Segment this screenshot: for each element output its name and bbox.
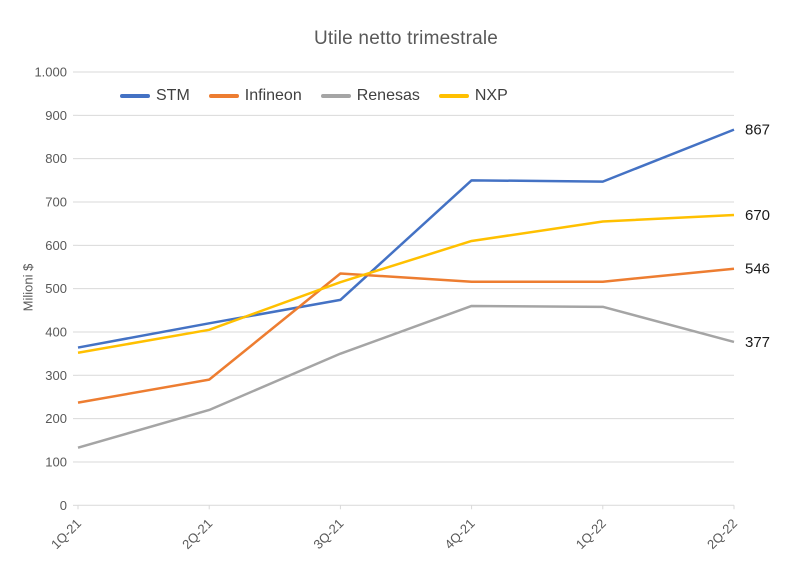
y-tick-label: 800	[45, 151, 67, 166]
y-tick-label: 600	[45, 238, 67, 253]
legend: STM Infineon Renesas NXP	[120, 87, 508, 105]
legend-swatch-stm	[120, 94, 150, 98]
x-tick-label: 2Q-21	[179, 516, 215, 552]
legend-item-infineon: Infineon	[208, 87, 302, 105]
y-tick-label: 300	[45, 368, 67, 383]
series-end-label-nxp: 670	[745, 207, 770, 224]
x-tick-label: 1Q-21	[48, 516, 84, 552]
series-end-label-infineon: 546	[745, 261, 770, 278]
y-tick-label: 700	[45, 194, 67, 209]
legend-label-stm: STM	[156, 87, 190, 104]
y-tick-label: 0	[60, 498, 67, 513]
y-tick-label: 900	[45, 108, 67, 123]
series-line-nxp	[77, 213, 735, 355]
chart-title: Utile netto trimestrale	[313, 28, 499, 49]
series-line-renesas	[77, 304, 735, 449]
legend-label-nxp: NXP	[474, 87, 508, 104]
y-tick-label: 200	[45, 411, 67, 426]
series-line-infineon	[77, 267, 735, 404]
x-tick-label: 2Q-22	[704, 516, 740, 552]
legend-item-stm: STM	[120, 87, 190, 105]
y-tick-label: 400	[45, 324, 67, 339]
legend-swatch-renesas	[320, 94, 351, 98]
legend-item-renesas: Renesas	[320, 87, 420, 105]
y-tick-label: 1.000	[34, 65, 67, 80]
x-tick-label: 3Q-21	[310, 516, 346, 552]
series-end-label-stm: 867	[745, 122, 770, 139]
y-tick-label: 100	[45, 454, 67, 469]
legend-swatch-infineon	[208, 94, 239, 98]
x-tick-label: 1Q-22	[573, 516, 609, 552]
legend-swatch-nxp	[438, 94, 469, 98]
legend-label-infineon: Infineon	[244, 87, 302, 104]
legend-item-nxp: NXP	[438, 87, 508, 105]
legend-label-renesas: Renesas	[356, 87, 420, 104]
series-end-label-renesas: 377	[745, 334, 770, 351]
y-tick-label: 500	[45, 281, 67, 296]
series-line-stm	[77, 128, 735, 349]
x-tick-label: 4Q-21	[442, 516, 478, 552]
